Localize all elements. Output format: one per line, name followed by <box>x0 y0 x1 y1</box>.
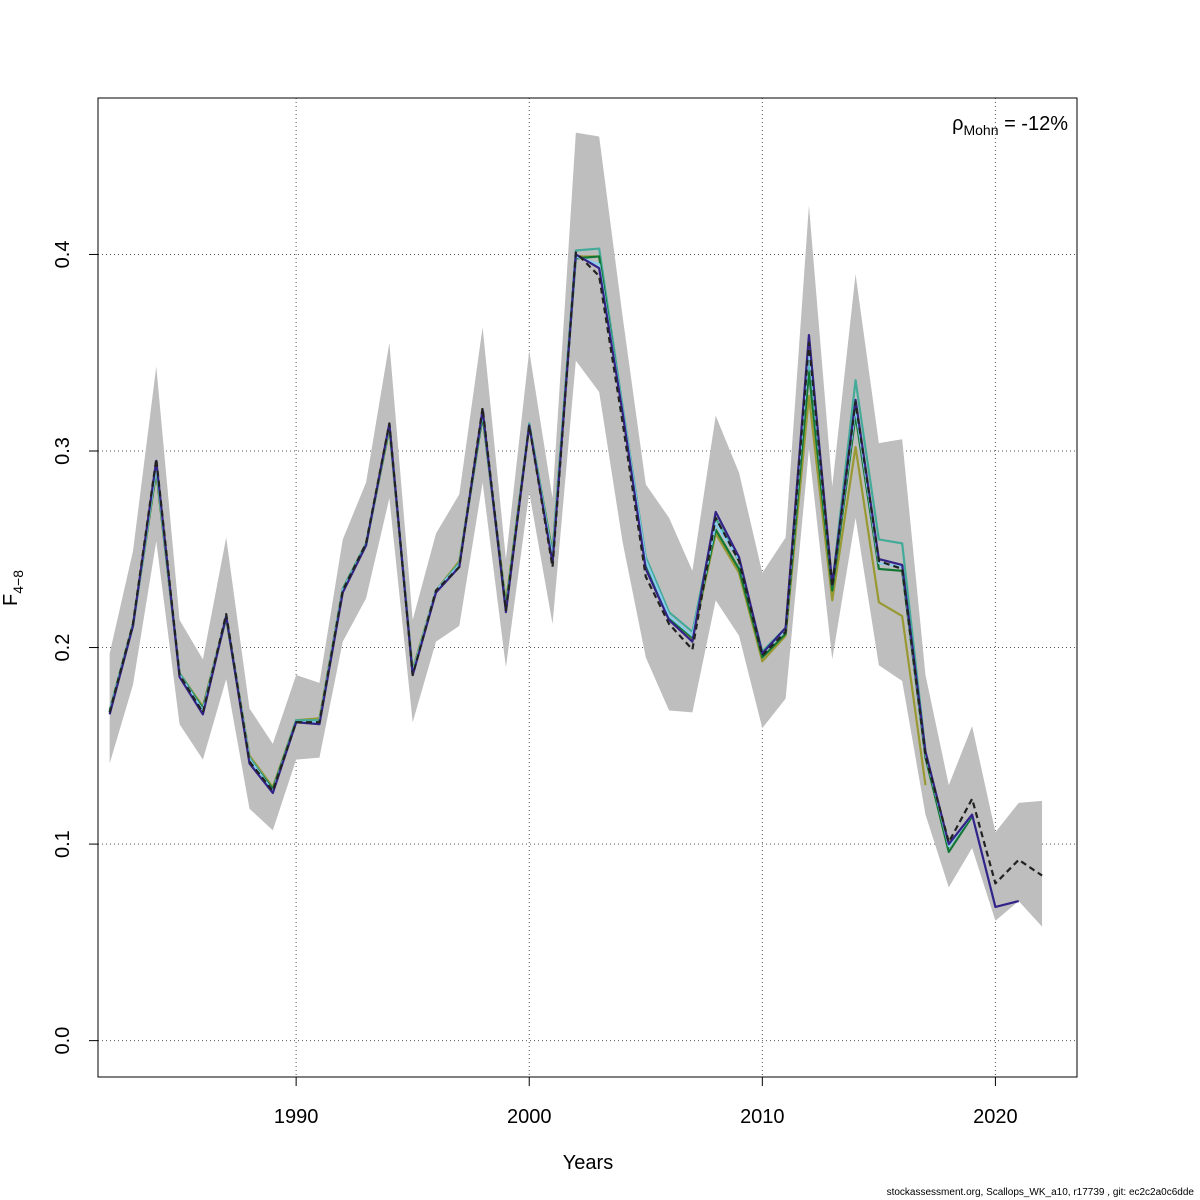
series-lines-group <box>108 247 1043 909</box>
mohn-rho-annotation: ρMohn = -12% <box>952 113 1068 138</box>
y-axis: 0.0 0.1 0.2 0.3 0.4 <box>52 241 98 1055</box>
x-tick-label-2000: 2000 <box>507 1106 552 1128</box>
y-axis-label-main: F <box>0 594 22 606</box>
confidence-band-group <box>109 132 1043 927</box>
x-tick-label-2020: 2020 <box>973 1106 1018 1128</box>
y-tick-label-0.4: 0.4 <box>52 241 74 269</box>
x-axis-label: Years <box>563 1152 613 1174</box>
y-tick-label-0.3: 0.3 <box>52 437 74 465</box>
rho-subscript: Mohn <box>963 122 998 138</box>
plot-frame <box>97 97 1078 1078</box>
x-tick-label-2010: 2010 <box>740 1106 785 1128</box>
x-axis: 1990 2000 2010 2020 <box>274 1077 1018 1128</box>
rho-symbol: ρ <box>952 113 963 135</box>
rho-value: = -12% <box>999 113 1069 135</box>
footer-credit: stockassessment.org, Scallops_WK_a10, r1… <box>886 1187 1194 1198</box>
y-tick-label-0: 0.0 <box>52 1027 74 1055</box>
series-line-2022-current- <box>108 251 1043 885</box>
y-tick-label-0.2: 0.2 <box>52 634 74 662</box>
confidence-band <box>109 132 1043 927</box>
y-tick-label-0.1: 0.1 <box>52 830 74 858</box>
x-tick-label-1990: 1990 <box>274 1106 319 1128</box>
y-axis-label-sub: 4−8 <box>10 570 26 594</box>
y-axis-label: F4−8 <box>0 570 26 606</box>
